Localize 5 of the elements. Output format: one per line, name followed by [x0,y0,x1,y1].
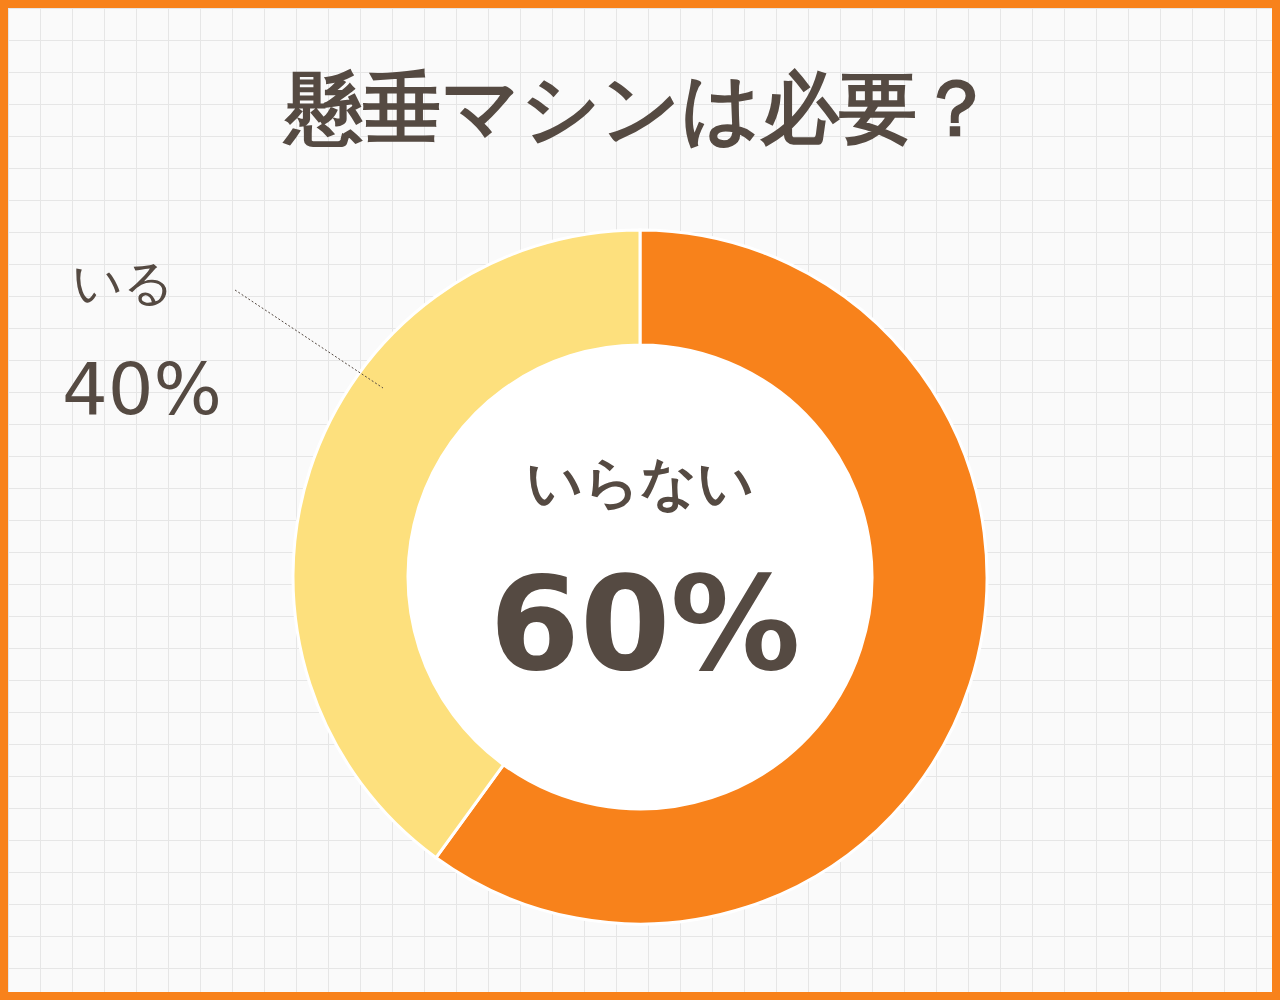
chart-title: 懸垂マシンは必要？ [282,63,995,153]
slice-label: いらない [526,450,754,515]
data-label: 40% [62,347,223,431]
slice-label: いる [72,254,174,312]
data-label: 60% [489,548,801,700]
